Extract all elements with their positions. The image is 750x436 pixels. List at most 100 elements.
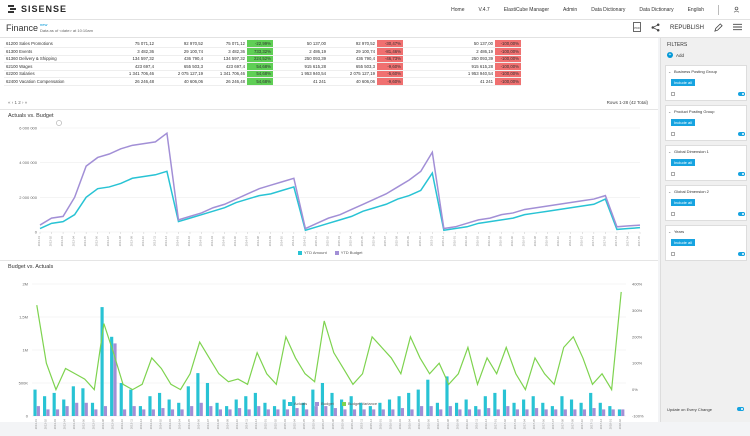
- share-icon[interactable]: [651, 23, 660, 34]
- include-all-button[interactable]: Include all: [671, 159, 696, 166]
- value-cell: 2 075 127,19: [160, 70, 205, 78]
- chart2-legend: Actuals Budget Budget Variance: [288, 401, 377, 406]
- filter-checkbox[interactable]: [671, 172, 675, 176]
- value-cell: 54,68%: [247, 70, 273, 78]
- value-cell: 26 246,48: [114, 77, 156, 86]
- bar-actuals: [349, 396, 353, 416]
- actuals-vs-budget-title: Actuals vs. Budget: [8, 113, 54, 119]
- filter-toggle[interactable]: [738, 172, 745, 176]
- nav-language[interactable]: English: [687, 7, 704, 13]
- pagination[interactable]: « ‹ 1 2 › »: [8, 100, 28, 105]
- user-icon[interactable]: [733, 6, 740, 15]
- value-cell: 2 075 127,19: [332, 70, 377, 78]
- x-tick-label: 2015-02: [325, 236, 329, 247]
- bar-budget: [142, 409, 146, 416]
- filter-card[interactable]: ⌄ Global Dimension 1 Include all: [665, 145, 747, 181]
- include-all-button[interactable]: Include all: [671, 79, 696, 86]
- include-all-button[interactable]: Include all: [671, 199, 696, 206]
- x-tick-label: 2013-05: [72, 419, 76, 430]
- chevron-down-icon[interactable]: ⌄: [668, 189, 672, 194]
- value-cell: 134 597,32: [114, 55, 156, 63]
- edit-icon[interactable]: [714, 22, 723, 34]
- export-pdf-icon[interactable]: PDF: [633, 22, 641, 34]
- bar-actuals: [177, 402, 181, 416]
- value-cell: [413, 77, 453, 86]
- x-tick-label: 2013-08: [101, 419, 105, 430]
- bar-actuals: [531, 396, 535, 416]
- chevron-down-icon[interactable]: ⌄: [668, 149, 672, 154]
- bar-budget: [266, 409, 270, 416]
- bar-actuals: [272, 406, 277, 416]
- value-cell: 54,68%: [247, 62, 273, 71]
- chevron-down-icon[interactable]: ⌄: [668, 229, 672, 234]
- include-all-button[interactable]: Include all: [671, 239, 696, 246]
- add-filter-button[interactable]: + Add: [667, 52, 684, 58]
- nav-data-dictionary[interactable]: Data Dictionary: [591, 7, 626, 13]
- dashboard-subtitle: Data as of <date> at 10:10am: [40, 28, 93, 33]
- x-tick-label: 2015-01: [314, 236, 318, 247]
- bar-budget: [333, 408, 337, 416]
- bar-budget: [420, 406, 424, 416]
- plus-icon: +: [667, 52, 673, 58]
- filter-checkbox[interactable]: [671, 132, 675, 136]
- include-all-button[interactable]: Include all: [671, 119, 696, 126]
- nav-home[interactable]: Home: [451, 7, 465, 13]
- info-icon[interactable]: [56, 113, 62, 131]
- x-tick-label: 2016-12: [484, 419, 488, 430]
- nav-elasticube-manager[interactable]: ElastiCube Manager: [503, 7, 550, 13]
- bar-actuals: [483, 396, 487, 416]
- dashboard-meta: new Data as of <date> at 10:10am: [40, 22, 93, 34]
- filter-checkbox[interactable]: [671, 252, 675, 256]
- filter-checkbox[interactable]: [671, 212, 675, 216]
- filter-card[interactable]: ⌄ Product Posting Group Include all: [665, 105, 747, 141]
- value-cell: -30,47%: [377, 40, 403, 48]
- series-line-ytd-budget: [39, 131, 641, 230]
- value-cell: -81,46%: [377, 47, 403, 56]
- bar-actuals: [330, 392, 334, 416]
- chevron-down-icon[interactable]: ⌄: [668, 109, 672, 114]
- x-tick-label: 2014-06: [197, 419, 201, 430]
- account-cell: 61360 Delivery & Shipping: [4, 55, 114, 63]
- value-cell: 75 071,12: [114, 40, 156, 48]
- bar-budget: [487, 408, 491, 416]
- value-cell: -100,00%: [495, 77, 521, 86]
- x-tick-label: 2014-01: [149, 419, 153, 430]
- x-tick-label: 2014-06: [233, 236, 237, 247]
- x-tick-label: 2014-07: [206, 419, 210, 430]
- x-tick-label: 2016-08: [446, 419, 450, 430]
- nav-admin[interactable]: Admin: [563, 7, 578, 13]
- filter-toggle[interactable]: [738, 212, 745, 216]
- filter-card[interactable]: ⌄ Years Include all: [665, 225, 747, 261]
- sisense-logo[interactable]: SISENSE: [8, 4, 67, 14]
- chevron-down-icon[interactable]: ⌄: [668, 69, 672, 74]
- filter-card[interactable]: ⌄ Global Dimension 2 Include all: [665, 185, 747, 221]
- nav-version[interactable]: V.4.7: [478, 7, 490, 13]
- filter-card[interactable]: ⌄ Business Posting Group Include all: [665, 65, 747, 101]
- x-tick-label: 2013-07: [106, 236, 110, 247]
- bar-actuals: [359, 402, 363, 416]
- x-tick-label: 2014-05: [222, 236, 226, 247]
- bar-budget: [362, 409, 366, 416]
- filter-checkbox[interactable]: [671, 92, 675, 96]
- update-on-change-toggle[interactable]: [737, 407, 744, 411]
- filter-toggle[interactable]: [738, 132, 745, 136]
- y-tick-label: 0: [26, 414, 29, 419]
- nav-data-dictionary-2[interactable]: Data Dictionary: [639, 7, 674, 13]
- value-cell: 3 482,36: [114, 47, 156, 56]
- bar-budget: [199, 402, 203, 416]
- value-cell: 423 697,4: [114, 62, 156, 71]
- value-cell: 436 790,4: [332, 55, 377, 63]
- bar-budget: [151, 409, 155, 416]
- account-cell: 61200 Sales Promotions: [4, 40, 114, 48]
- x-tick-label: 2017-06: [542, 419, 546, 430]
- filter-toggle[interactable]: [738, 92, 745, 96]
- value-cell: -100,00%: [495, 55, 521, 63]
- menu-icon[interactable]: [733, 23, 742, 33]
- x-tick-label: 2014-07: [245, 236, 249, 247]
- value-cell: [328, 40, 332, 48]
- bar-budget: [621, 409, 625, 416]
- filter-toggle[interactable]: [738, 252, 745, 256]
- bar-actuals: [43, 396, 47, 416]
- bar-budget: [458, 409, 462, 416]
- republish-button[interactable]: REPUBLISH: [669, 25, 704, 31]
